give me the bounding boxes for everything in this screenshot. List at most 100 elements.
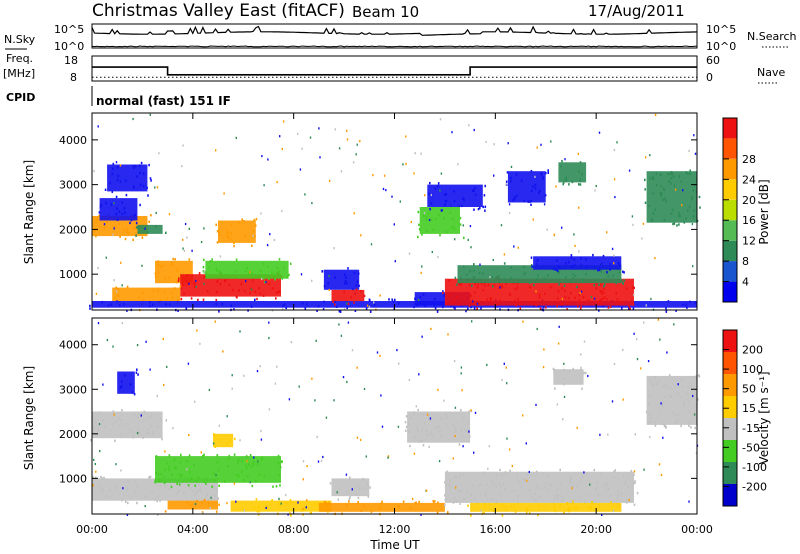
power-patches-speck	[463, 198, 465, 202]
power-patches-speck	[343, 282, 346, 285]
power-patches-speck	[527, 200, 530, 203]
vel-patches-speck	[664, 395, 666, 398]
power-patches-speck	[644, 188, 646, 191]
power-patches-scatter	[536, 146, 538, 149]
power-patches-scatter	[370, 243, 373, 246]
vel-patches-speck	[228, 454, 231, 458]
vel-patches-scatter	[208, 388, 211, 392]
vel-patches-scatter	[511, 464, 513, 468]
vel-patches-speck	[379, 502, 382, 506]
vel-patches-speck	[189, 503, 192, 507]
vel-patches-speck	[234, 437, 236, 441]
vel-patches-scatter	[563, 395, 566, 398]
power-patches-speck	[529, 286, 531, 289]
power-patches-speck	[516, 282, 519, 285]
power-patches-speck	[226, 231, 229, 235]
power-patches-speck	[690, 197, 693, 201]
power-patches-patch-2	[137, 224, 163, 234]
power-patches-speck	[603, 287, 605, 290]
power-patches-speck	[275, 297, 277, 300]
cpid-label: CPID	[6, 91, 35, 104]
power-patches-speck	[443, 216, 445, 220]
power-patches-speck	[435, 218, 437, 221]
vel-patches-speck	[196, 480, 198, 483]
power-patches-speck	[574, 296, 576, 300]
vel-patches-scatter	[93, 458, 95, 461]
power-patches-speck	[453, 306, 455, 309]
power-patches-scatter	[112, 233, 114, 236]
vel-patches-scatter	[611, 400, 614, 403]
power-patches-speck	[135, 221, 138, 225]
vel-patches-speck	[159, 499, 161, 502]
power-patches-speck	[230, 232, 232, 235]
vel-patches-speck	[546, 481, 548, 484]
vel-patches-speck	[560, 499, 563, 503]
power-patches-speck	[112, 162, 115, 166]
power-patches-speck	[669, 172, 671, 175]
vel-patches-speck	[501, 503, 504, 507]
vel-patches-scatter	[246, 460, 248, 463]
x-tick-label-5: 20:00	[580, 523, 612, 536]
vel-patches-scatter	[97, 429, 99, 432]
power-patches-speck	[288, 273, 290, 277]
power-patches-speck	[185, 279, 188, 283]
power-patches-speck	[166, 297, 169, 300]
vel-patches-scatter	[365, 455, 367, 458]
vel-patches-scatter	[136, 432, 139, 435]
power-patches-speck	[116, 207, 118, 210]
power-patches-scatter	[356, 143, 358, 146]
vel-patches-scatter	[359, 438, 362, 441]
power-patches-speck	[343, 273, 346, 277]
vel-patches-speck	[559, 481, 562, 485]
vel-patches-speck	[680, 424, 682, 428]
power-patches-speck	[689, 172, 691, 175]
vel-patches-speck	[674, 420, 676, 423]
vel-patches-speck	[409, 444, 411, 448]
power-patches-scatter	[340, 170, 343, 173]
vel-patches-speck	[236, 473, 238, 477]
vel-patches-speck	[458, 489, 461, 493]
power-patches-scatter	[132, 117, 134, 121]
power-patches-scatter	[261, 155, 263, 158]
power-patches-speck	[471, 189, 474, 192]
vel-patches-scatter	[136, 344, 139, 347]
vel-patches-scatter	[302, 507, 304, 511]
power-patches-speck	[556, 259, 558, 262]
vel-colorbar-swatch-4	[723, 396, 737, 418]
vel-colorbar-tick-1: 100	[742, 363, 763, 376]
x-axis-label: Time UT	[369, 538, 420, 552]
power-patches-speck	[238, 289, 240, 292]
vel-patches-scatter	[677, 383, 679, 386]
vel-patches-scatter	[256, 370, 259, 373]
vel-patches-speck	[440, 417, 442, 420]
vel-patches-scatter	[505, 366, 507, 369]
vel-patches-speck	[142, 436, 144, 439]
vel-patches-speck	[405, 415, 408, 418]
freq-left-tick-bottom: 8	[70, 71, 77, 84]
power-patches-scatter	[593, 297, 596, 300]
power-patches-speck	[457, 282, 460, 286]
vel-patches-scatter	[471, 320, 473, 323]
power-patches-speck	[103, 227, 106, 230]
vel-patches-scatter	[468, 430, 470, 433]
vel-patches-scatter	[210, 496, 212, 499]
power-patches-speck	[670, 182, 672, 185]
vel-patches-scatter	[628, 498, 630, 502]
power-patches-scatter	[299, 168, 302, 171]
vel-patches-speck	[216, 461, 219, 464]
power-patches-speck	[585, 258, 587, 261]
vel-patches-speck	[168, 466, 170, 469]
vel-patches-scatter	[408, 378, 411, 382]
vel-patches-speck	[227, 457, 230, 460]
power-patches-speck	[577, 286, 579, 289]
power-patches-speck	[448, 279, 450, 282]
vel-patches-speck	[408, 423, 410, 426]
power-patches-speck	[516, 286, 519, 289]
vel-patches-speck	[636, 491, 639, 495]
power-patches-scatter	[231, 238, 233, 241]
vel-patches-speck	[649, 421, 652, 424]
power-patches-speck	[693, 209, 695, 212]
vel-patches-speck	[253, 506, 255, 509]
vel-patches-speck	[257, 506, 259, 509]
vel-patches-speck	[119, 386, 122, 389]
